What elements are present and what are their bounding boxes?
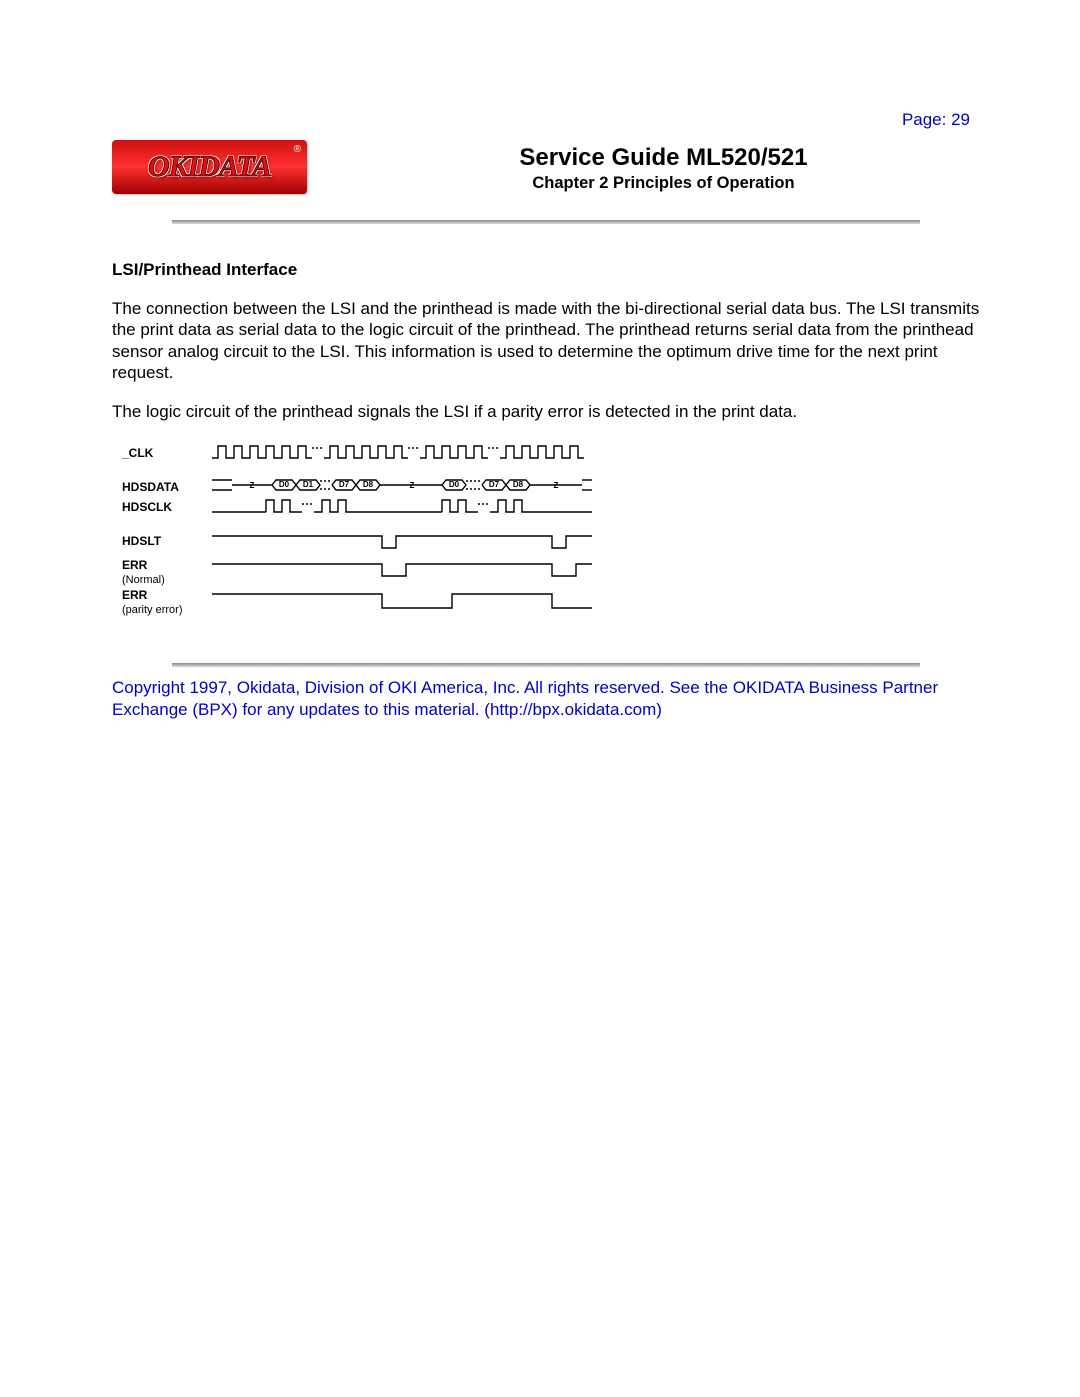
title-block: Service Guide ML520/521 Chapter 2 Princi… — [347, 142, 980, 193]
waveform-err-normal — [212, 564, 592, 576]
header-row: OKIDATA ® Service Guide ML520/521 Chapte… — [112, 140, 980, 194]
paragraph-1: The connection between the LSI and the p… — [112, 298, 980, 383]
timing-diagram: _CLK HDSDATA HDSCLK HDSLT ERR (Normal) E… — [122, 440, 662, 645]
err-parity-sub: (parity error) — [122, 604, 183, 616]
svg-text:Z: Z — [410, 481, 415, 490]
svg-text:Z: Z — [554, 481, 559, 490]
section-heading: LSI/Printhead Interface — [112, 260, 980, 280]
timing-svg: Z D0 D1 D7 D8 Z D0 — [212, 440, 662, 645]
err-normal-text: ERR — [122, 558, 147, 572]
waveform-err-parity — [212, 594, 592, 608]
divider-bottom — [172, 663, 920, 667]
svg-text:D8: D8 — [513, 480, 524, 489]
err-parity-text: ERR — [122, 588, 147, 602]
copyright-text: Copyright 1997, Okidata, Division of OKI… — [112, 677, 980, 720]
signal-label-hdsclk: HDSCLK — [122, 500, 172, 514]
svg-text:D8: D8 — [363, 480, 374, 489]
svg-text:D0: D0 — [449, 480, 460, 489]
document-title: Service Guide ML520/521 — [347, 144, 980, 172]
signal-label-err-normal: ERR (Normal) — [122, 558, 165, 586]
svg-text:D1: D1 — [303, 480, 314, 489]
svg-text:D7: D7 — [489, 480, 500, 489]
svg-text:Z: Z — [250, 481, 255, 490]
okidata-logo: OKIDATA ® — [112, 140, 307, 194]
logo-registered-mark: ® — [294, 144, 301, 155]
svg-text:D0: D0 — [279, 480, 290, 489]
signal-label-clk: _CLK — [122, 446, 153, 460]
chapter-subtitle: Chapter 2 Principles of Operation — [347, 174, 980, 193]
signal-label-hdsdata: HDSDATA — [122, 480, 179, 494]
svg-text:D7: D7 — [339, 480, 350, 489]
waveform-hdsdata: Z D0 D1 D7 D8 Z D0 — [212, 480, 592, 490]
logo-text: OKIDATA — [148, 150, 271, 184]
waveform-hdslt — [212, 536, 592, 548]
divider-top — [172, 220, 920, 224]
page-number: Page: 29 — [112, 110, 970, 130]
paragraph-2: The logic circuit of the printhead signa… — [112, 401, 980, 422]
err-normal-sub: (Normal) — [122, 574, 165, 586]
waveform-clk — [212, 446, 584, 458]
signal-label-hdslt: HDSLT — [122, 534, 161, 548]
signal-label-err-parity: ERR (parity error) — [122, 588, 183, 616]
waveform-hdsclk — [212, 500, 592, 512]
page-container: Page: 29 OKIDATA ® Service Guide ML520/5… — [0, 0, 1080, 720]
